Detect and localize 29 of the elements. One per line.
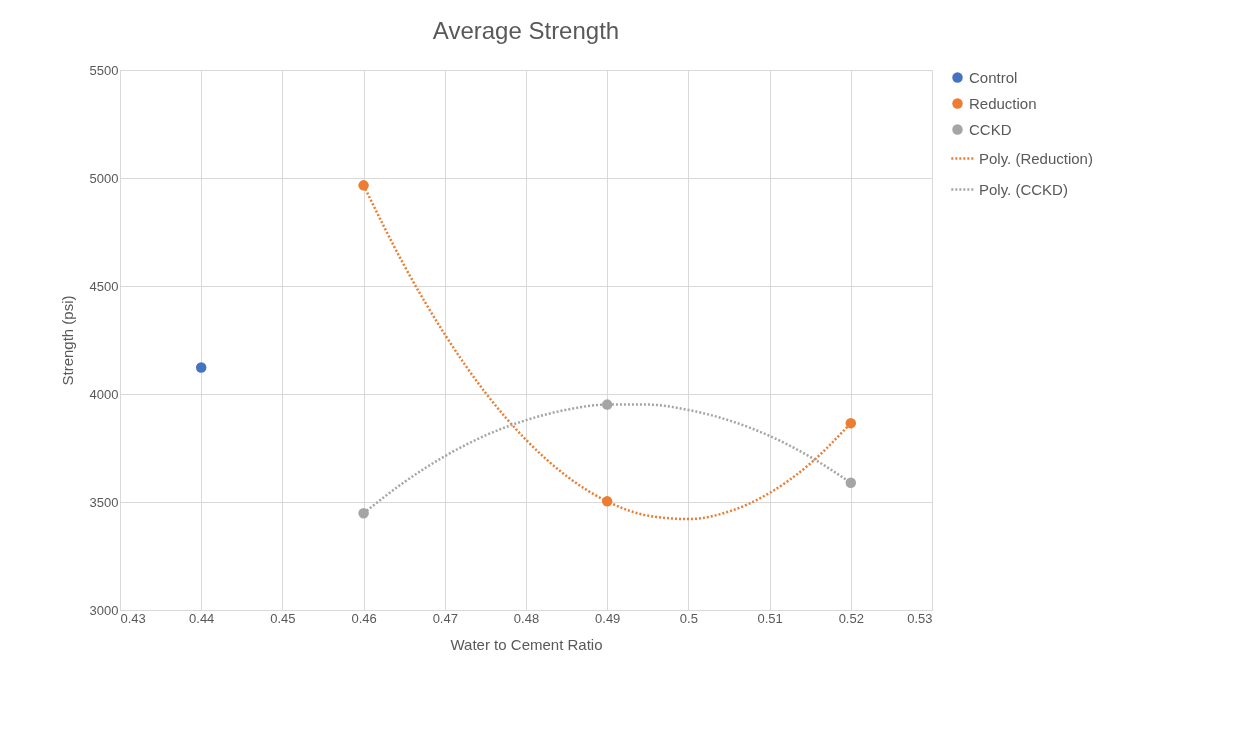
legend-label: Poly. (CCKD) <box>979 180 1068 198</box>
legend-label: Control <box>969 68 1018 86</box>
y-tick-label: 4000 <box>89 386 119 402</box>
legend-label: CCKD <box>969 120 1012 138</box>
x-tick-label: 0.5 <box>679 610 698 626</box>
x-tick-label: 0.48 <box>513 610 540 626</box>
y-tick-label: 5000 <box>89 170 119 186</box>
x-tick-label: 0.51 <box>757 610 783 626</box>
x-tick-label: 0.53 <box>907 610 933 626</box>
point <box>845 477 857 489</box>
y-axis-title: Strength (psi) <box>58 295 76 386</box>
legend-label: Poly. (Reduction) <box>979 149 1093 167</box>
chart-title: Average Strength <box>432 17 620 44</box>
x-tick-label: 0.47 <box>432 610 458 626</box>
point <box>195 362 207 373</box>
legend-label: Reduction <box>969 94 1037 112</box>
y-tick-label: 5500 <box>89 62 119 78</box>
x-tick-label: 0.49 <box>595 610 621 626</box>
y-tick-label: 3000 <box>89 602 119 618</box>
point <box>358 508 369 519</box>
y-tick-label: 3500 <box>89 494 119 510</box>
x-tick-label: 0.46 <box>351 610 377 626</box>
y-tick-label: 4500 <box>89 278 119 294</box>
x-axis-title: Water to Cement Ratio <box>450 635 603 653</box>
x-tick-label: 0.43 <box>120 610 146 626</box>
x-tick-label: 0.52 <box>838 610 864 626</box>
x-tick-label: 0.44 <box>189 610 215 626</box>
point <box>845 417 857 429</box>
x-tick-label: 0.45 <box>270 610 296 626</box>
